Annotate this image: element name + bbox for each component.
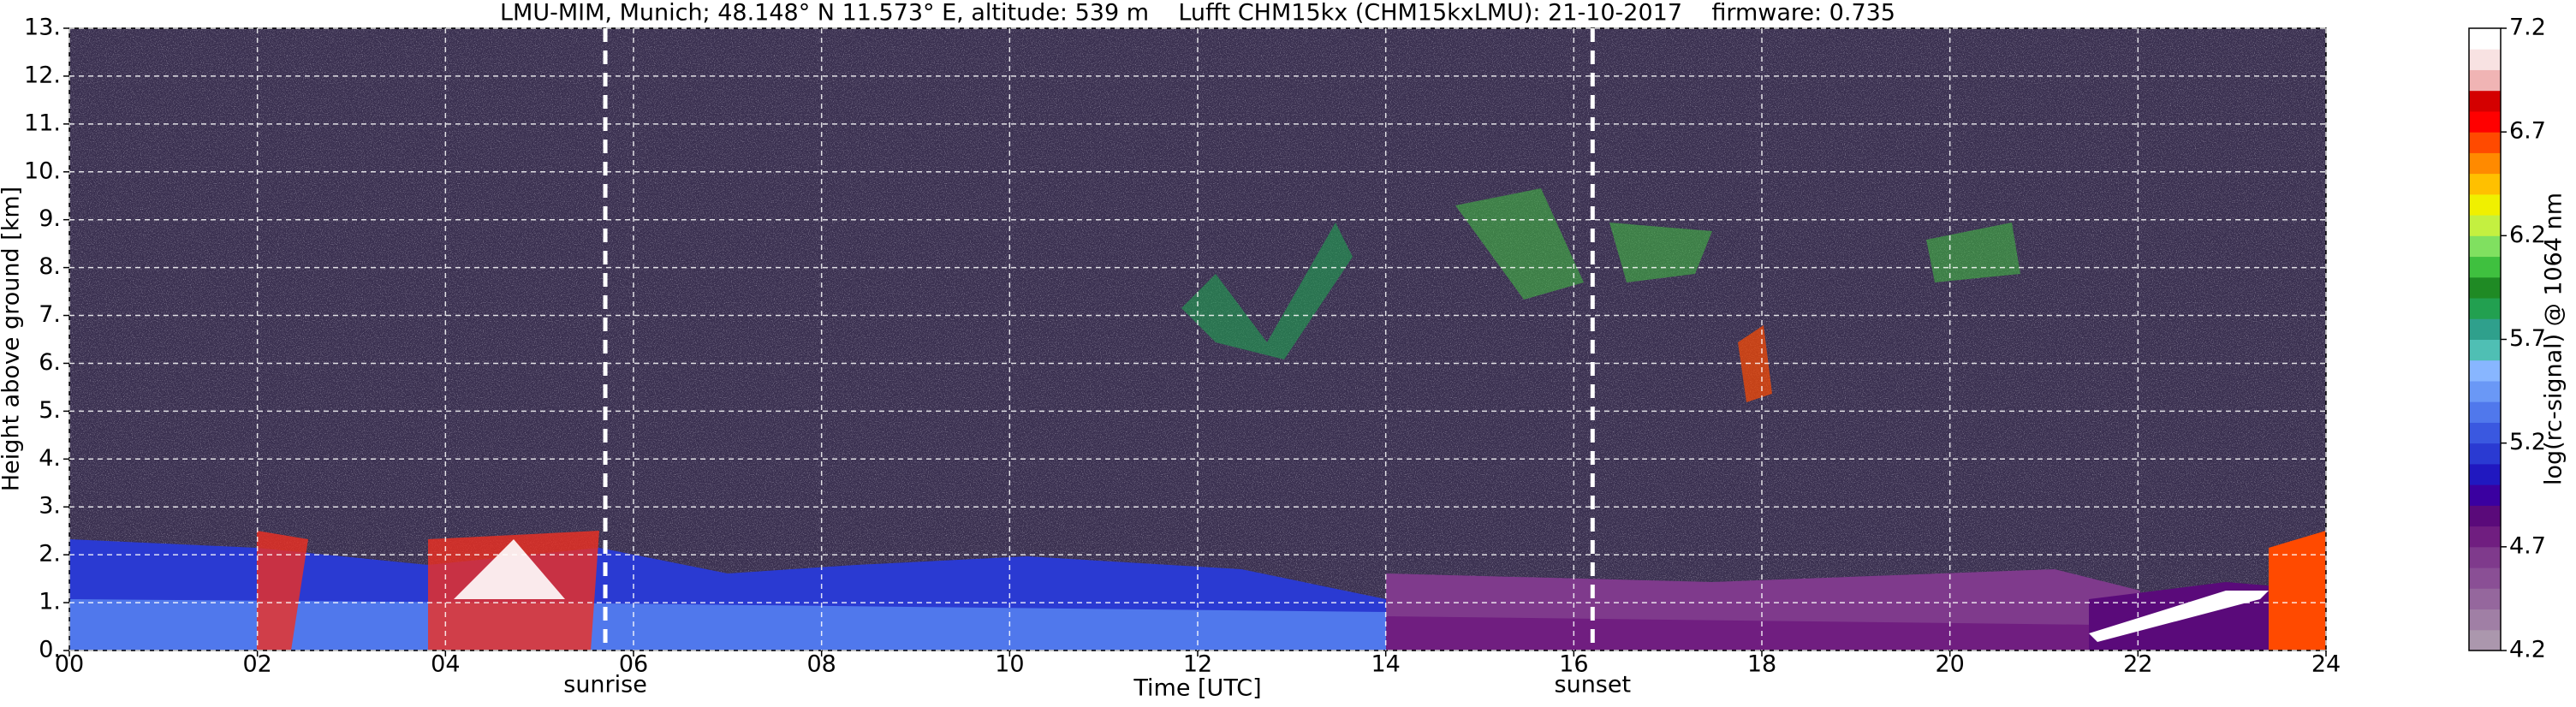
- colorbar-segment: [2469, 298, 2501, 319]
- colorbar-segment: [2469, 546, 2501, 568]
- colorbar-segment: [2469, 318, 2501, 340]
- colorbar-segment: [2469, 49, 2501, 70]
- colorbar-segment: [2469, 256, 2501, 278]
- y-tick-label: 13.: [24, 15, 61, 41]
- colorbar-segment: [2469, 28, 2501, 50]
- colorbar-tick-label: 4.7: [2509, 532, 2546, 559]
- y-tick-label: 4.: [39, 445, 61, 472]
- y-axis-label: Height above ground [km]: [0, 187, 25, 491]
- y-tick-label: 3.: [39, 493, 61, 520]
- colorbar-tick-label: 5.7: [2509, 325, 2546, 352]
- colorbar-segment: [2469, 110, 2501, 133]
- x-tick-label: 16: [1559, 651, 1588, 678]
- colorbar-segment: [2469, 443, 2501, 465]
- y-tick-label: 10.: [24, 157, 61, 184]
- colorbar-tick-label: 6.2: [2509, 222, 2546, 248]
- colorbar-segment: [2469, 359, 2501, 382]
- x-tick-label: 20: [1935, 651, 1964, 678]
- colorbar-segment: [2469, 526, 2501, 548]
- annotation-label: sunrise: [563, 672, 647, 698]
- colorbar-label: log(rc-signal) @ 1064 nm: [2541, 193, 2567, 485]
- x-tick-label: 22: [2123, 651, 2152, 678]
- colorbar-segment: [2469, 401, 2501, 423]
- x-tick-label: 08: [806, 651, 836, 678]
- colorbar-tick-label: 7.2: [2509, 15, 2546, 41]
- colorbar-segment: [2469, 173, 2501, 195]
- colorbar-segment: [2469, 276, 2501, 299]
- colorbar-segment: [2469, 193, 2501, 216]
- aerosol-layer: [2269, 531, 2326, 651]
- x-tick-label: 00: [55, 651, 84, 678]
- y-tick-label: 8.: [39, 253, 61, 280]
- colorbar-segment: [2469, 152, 2501, 175]
- colorbar-segment: [2469, 505, 2501, 527]
- y-tick-label: 5.: [39, 397, 61, 424]
- cirrus: [1181, 223, 1353, 359]
- x-tick-label: 04: [431, 651, 460, 678]
- y-tick-label: 7.: [39, 301, 61, 328]
- cirrus: [1455, 188, 2020, 300]
- colorbar-tick-label: 6.7: [2509, 118, 2546, 145]
- x-tick-label: 12: [1183, 651, 1212, 678]
- convective-plume: [454, 539, 565, 599]
- colorbar-segment: [2469, 609, 2501, 631]
- colorbar-segment: [2469, 588, 2501, 610]
- y-tick-label: 2.: [39, 541, 61, 567]
- night-layer-top: [2089, 591, 2269, 642]
- y-tick-label: 12.: [24, 62, 61, 88]
- colorbar-segment: [2469, 422, 2501, 444]
- colorbar-segment: [2469, 90, 2501, 112]
- colorbar-segment: [2469, 69, 2501, 92]
- night-layer: [2089, 582, 2326, 651]
- y-tick-label: 6.: [39, 349, 61, 376]
- boundary-layer: [69, 599, 1386, 651]
- residual-layer: [1386, 616, 2097, 651]
- colorbar-segment: [2469, 463, 2501, 485]
- x-tick-label: 06: [619, 651, 648, 678]
- chart-title: LMU-MIM, Munich; 48.148° N 11.573° E, al…: [500, 0, 1895, 27]
- y-tick-label: 9.: [39, 205, 61, 232]
- x-tick-label: 24: [2311, 651, 2341, 678]
- y-tick-label: 11.: [24, 110, 61, 136]
- x-tick-label: 10: [995, 651, 1024, 678]
- colorbar-tick-label: 5.2: [2509, 429, 2546, 455]
- colorbar-segment: [2469, 629, 2501, 651]
- colorbar-segment: [2469, 215, 2501, 236]
- colorbar-segment: [2469, 567, 2501, 589]
- x-axis-label: Time [UTC]: [1133, 675, 1261, 702]
- y-tick-label: 1.: [39, 589, 61, 615]
- x-tick-label: 14: [1371, 651, 1400, 678]
- colorbar-segment: [2469, 484, 2501, 506]
- colorbar-segment: [2469, 235, 2501, 258]
- annotation-label: sunset: [1555, 672, 1632, 698]
- x-tick-label: 18: [1747, 651, 1776, 678]
- colorbar-segment: [2469, 380, 2501, 402]
- colorbar-segment: [2469, 339, 2501, 361]
- x-tick-label: 02: [242, 651, 271, 678]
- colorbar-segment: [2469, 132, 2501, 153]
- colorbar-tick-label: 4.2: [2509, 637, 2546, 663]
- y-tick-label: 0.: [39, 637, 61, 663]
